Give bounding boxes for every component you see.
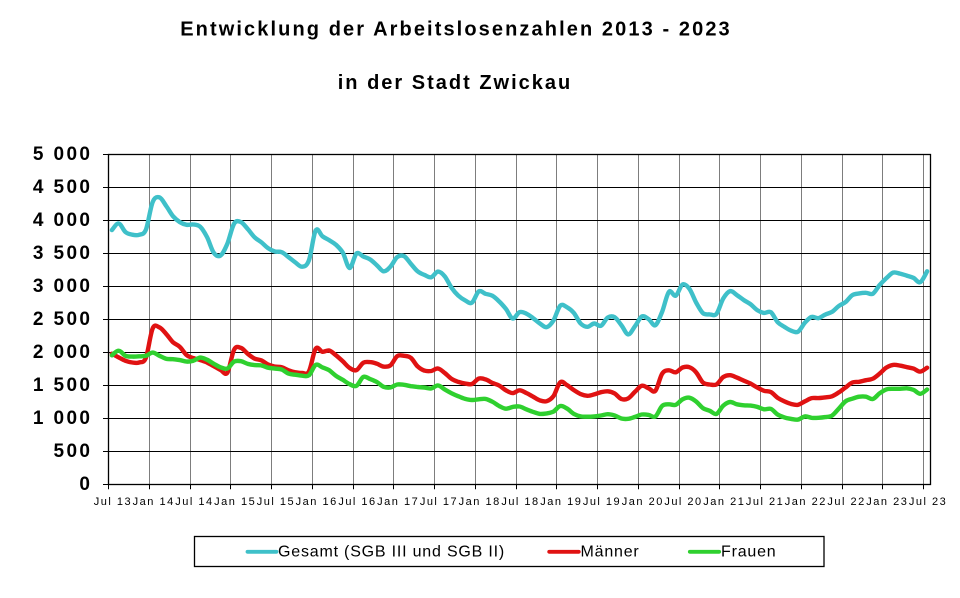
svg-text:Jul 16: Jul 16 bbox=[338, 496, 376, 508]
svg-text:Männer: Männer bbox=[581, 544, 640, 561]
svg-text:5 000: 5 000 bbox=[33, 144, 93, 165]
svg-text:Jul 23: Jul 23 bbox=[909, 496, 947, 508]
svg-text:Gesamt (SGB III und SGB II): Gesamt (SGB III und SGB II) bbox=[278, 544, 505, 561]
svg-text:Jan 21: Jan 21 bbox=[703, 496, 745, 508]
svg-text:3 500: 3 500 bbox=[33, 243, 93, 264]
svg-text:Jul 15: Jul 15 bbox=[257, 496, 295, 508]
svg-text:0: 0 bbox=[79, 474, 92, 495]
svg-text:Frauen: Frauen bbox=[721, 544, 777, 561]
svg-text:Jan 16: Jan 16 bbox=[296, 496, 338, 508]
svg-text:500: 500 bbox=[53, 441, 92, 462]
svg-text:Entwicklung der Arbeitslosenza: Entwicklung der Arbeitslosenzahlen 2013 … bbox=[180, 18, 732, 40]
svg-text:4 500: 4 500 bbox=[33, 177, 93, 198]
svg-text:Jul 13: Jul 13 bbox=[94, 496, 132, 508]
svg-text:Jul 19: Jul 19 bbox=[583, 496, 621, 508]
svg-text:4 000: 4 000 bbox=[33, 210, 93, 231]
svg-text:Jan 14: Jan 14 bbox=[133, 496, 175, 508]
svg-text:Jan 23: Jan 23 bbox=[866, 496, 908, 508]
svg-text:Jul 22: Jul 22 bbox=[827, 496, 865, 508]
svg-text:Jul 14: Jul 14 bbox=[175, 496, 213, 508]
svg-text:1 500: 1 500 bbox=[33, 375, 93, 396]
svg-text:Jan 19: Jan 19 bbox=[540, 496, 582, 508]
svg-text:Jan 22: Jan 22 bbox=[785, 496, 827, 508]
svg-text:2 000: 2 000 bbox=[33, 342, 93, 363]
svg-text:2 500: 2 500 bbox=[33, 309, 93, 330]
svg-text:1 000: 1 000 bbox=[33, 408, 93, 429]
svg-text:Jan 20: Jan 20 bbox=[622, 496, 664, 508]
svg-text:Jul 21: Jul 21 bbox=[746, 496, 784, 508]
svg-text:Jul 18: Jul 18 bbox=[501, 496, 539, 508]
svg-text:Jul 17: Jul 17 bbox=[420, 496, 458, 508]
svg-text:Jan 18: Jan 18 bbox=[459, 496, 501, 508]
svg-text:Jan 15: Jan 15 bbox=[214, 496, 256, 508]
svg-text:3 000: 3 000 bbox=[33, 276, 93, 297]
svg-text:Jul 20: Jul 20 bbox=[664, 496, 702, 508]
svg-text:Jan 17: Jan 17 bbox=[377, 496, 419, 508]
svg-text:in der Stadt Zwickau: in der Stadt Zwickau bbox=[338, 72, 572, 94]
